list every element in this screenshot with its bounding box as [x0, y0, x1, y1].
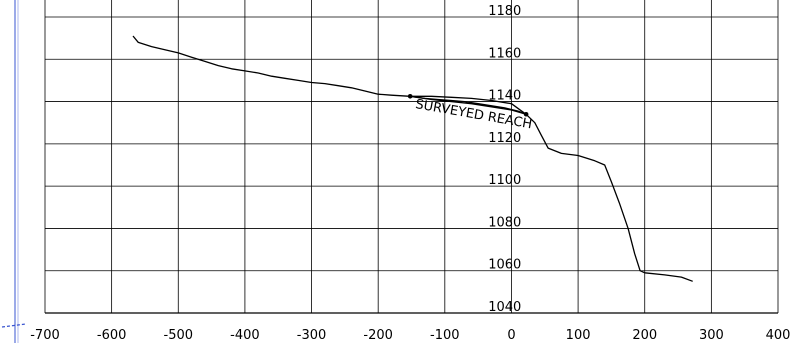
series-group — [132, 35, 693, 282]
y-tick-label: 1180 — [488, 4, 521, 19]
y-tick-label: 1080 — [488, 215, 521, 230]
x-tick-label: 0 — [507, 328, 515, 343]
x-tick-label: -400 — [230, 328, 260, 343]
data-point-marker — [407, 93, 413, 99]
x-tick-label: -700 — [30, 328, 60, 343]
dashed-leader-line — [1, 323, 27, 328]
x-tick-label: -200 — [363, 328, 393, 343]
data-point-marker — [523, 111, 529, 117]
x-tick-label: -300 — [297, 328, 327, 343]
y-tick-label: 1060 — [488, 258, 521, 273]
x-tick-label: 200 — [632, 328, 657, 343]
y-tick-labels: 1040 1060 1080 1100 1120 1140 1160 1180 — [488, 4, 521, 315]
x-tick-label: -100 — [430, 328, 460, 343]
series-line — [132, 35, 693, 282]
x-tick-label: 400 — [766, 328, 791, 343]
series-line — [410, 95, 527, 115]
y-tick-label: 1040 — [488, 300, 521, 315]
x-tick-label: -500 — [164, 328, 194, 343]
y-tick-label: 1100 — [488, 173, 521, 188]
marker-group — [407, 93, 529, 117]
y-tick-label: 1140 — [488, 89, 521, 104]
y-tick-label: 1160 — [488, 46, 521, 61]
x-tick-label: 300 — [699, 328, 724, 343]
y-tick-label: 1120 — [488, 131, 521, 146]
left-margin-artifacts — [1, 0, 27, 343]
series-line — [410, 95, 527, 115]
x-tick-label: 100 — [566, 328, 591, 343]
x-tick-labels: -700 -600 -500 -400 -300 -200 -100 0 100 200 300 40… — [30, 328, 790, 343]
x-tick-label: -600 — [97, 328, 127, 343]
